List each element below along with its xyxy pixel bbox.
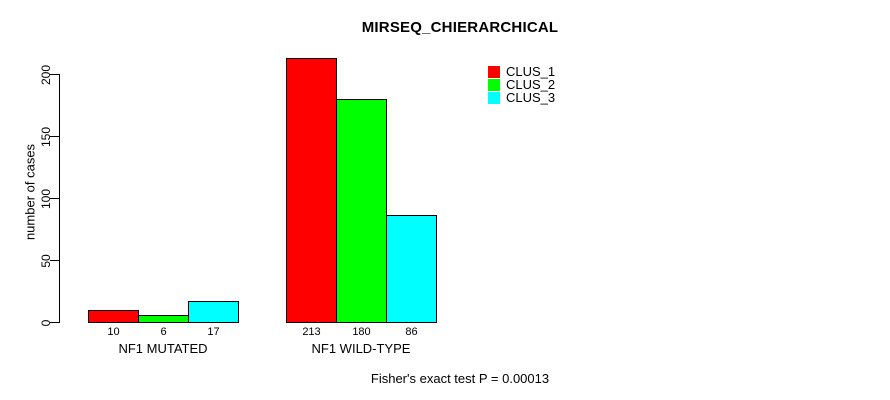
y-axis-tick-50 [50, 260, 59, 261]
y-axis-tick-100 [50, 198, 59, 199]
legend-swatch-clus-1 [488, 65, 500, 78]
bar-clus-2-nf1-wild-type [336, 99, 387, 323]
bar-clus-3-nf1-wild-type [386, 215, 437, 323]
y-axis-tick-200 [50, 74, 59, 75]
y-axis-label: number of cases [22, 143, 38, 241]
chart-title: MIRSEQ_CHIERARCHICAL [361, 19, 559, 36]
bar-value-clus-3-nf1-mutated: 17 [207, 326, 220, 338]
y-axis-tick-label-150: 150 [39, 126, 53, 147]
y-axis-tick-label-50: 50 [39, 253, 53, 268]
bar-value-clus-1-nf1-mutated: 10 [107, 326, 120, 338]
legend-label-clus-2: CLUS_2 [506, 77, 556, 92]
category-label-nf1-wild-type: NF1 WILD-TYPE [311, 341, 411, 356]
y-axis-line [59, 74, 60, 323]
y-axis-tick-150 [50, 136, 59, 137]
y-axis-tick-label-200: 200 [39, 64, 53, 85]
y-axis-tick-label-100: 100 [39, 188, 53, 209]
legend-swatch-clus-2 [488, 78, 500, 91]
bar-value-clus-1-nf1-wild-type: 213 [302, 326, 321, 338]
bar-clus-1-nf1-mutated [88, 310, 139, 323]
y-axis-tick-0 [50, 322, 59, 323]
legend-item-clus-1: CLUS_1 [488, 65, 555, 78]
bar-value-clus-3-nf1-wild-type: 86 [405, 326, 418, 338]
bar-value-clus-2-nf1-wild-type: 180 [352, 326, 371, 338]
legend-label-clus-3: CLUS_3 [506, 90, 556, 105]
legend-label-clus-1: CLUS_1 [506, 64, 556, 79]
bar-value-clus-2-nf1-mutated: 6 [160, 326, 167, 338]
legend: CLUS_1 CLUS_2 CLUS_3 [488, 65, 555, 104]
y-axis-tick-label-0: 0 [39, 319, 53, 326]
bar-clus-1-nf1-wild-type [286, 58, 337, 323]
legend-item-clus-3: CLUS_3 [488, 91, 555, 104]
annotation-fishers-test: Fisher's exact test P = 0.00013 [370, 371, 550, 386]
category-label-nf1-mutated: NF1 MUTATED [118, 341, 208, 356]
legend-swatch-clus-3 [488, 91, 500, 104]
legend-item-clus-2: CLUS_2 [488, 78, 555, 91]
bar-clus-2-nf1-mutated [138, 315, 189, 323]
bar-clus-3-nf1-mutated [188, 301, 239, 323]
